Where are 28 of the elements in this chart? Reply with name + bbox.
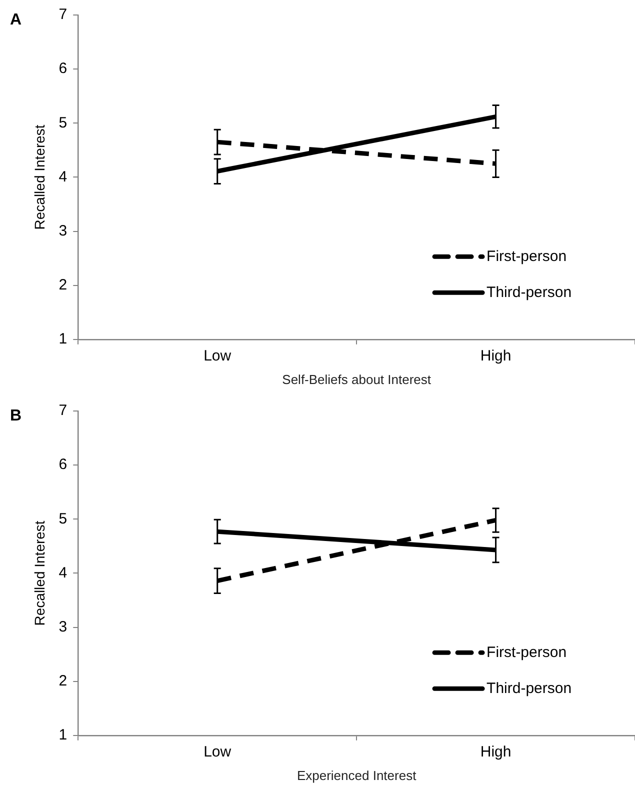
y-axis-title: Recalled Interest	[31, 124, 48, 230]
y-tick-label: 7	[58, 6, 68, 24]
x-axis-title: Self-Beliefs about Interest	[282, 372, 432, 387]
y-tick-label: 1	[58, 330, 68, 348]
legend-label: First-person	[486, 644, 567, 661]
y-tick-label: 1	[58, 726, 68, 744]
y-tick-label: 6	[58, 60, 68, 78]
x-tick-label: High	[480, 348, 512, 365]
y-tick-label: 7	[58, 402, 68, 420]
y-tick-label: 4	[58, 168, 68, 186]
y-tick-label: 5	[58, 510, 68, 528]
y-tick-label: 4	[58, 564, 68, 582]
y-tick-label: 5	[58, 114, 68, 132]
y-tick-label: 3	[58, 618, 68, 636]
legend-label: First-person	[486, 248, 567, 265]
x-axis-title: Experienced Interest	[296, 768, 417, 783]
y-tick-label: 2	[58, 276, 68, 294]
legend-label: Third-person	[486, 680, 572, 697]
y-axis-title: Recalled Interest	[31, 520, 48, 626]
x-tick-label: Low	[204, 744, 232, 761]
text: A	[10, 11, 22, 28]
legend-label: Third-person	[486, 284, 572, 301]
x-tick-label: High	[480, 744, 512, 761]
y-tick-label: 2	[58, 672, 68, 690]
y-tick-label: 6	[58, 456, 68, 474]
text: B	[10, 407, 22, 424]
x-tick-label: Low	[204, 348, 232, 365]
y-tick-label: 3	[58, 222, 68, 240]
